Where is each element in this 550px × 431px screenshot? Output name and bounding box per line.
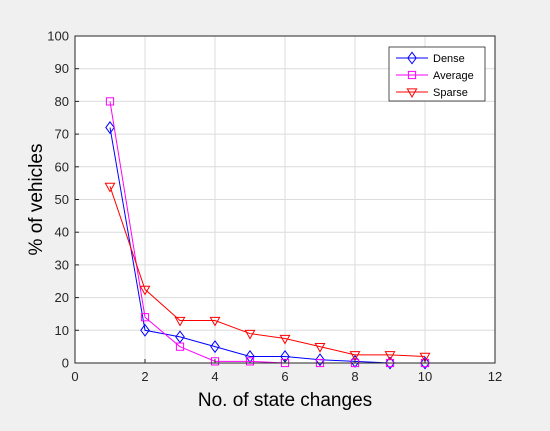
average-data-point bbox=[175, 342, 185, 351]
sparse-data-point bbox=[349, 351, 361, 361]
legend: Dense Average Sparse bbox=[388, 46, 486, 102]
dense-data-point bbox=[385, 356, 395, 370]
y-tick-label: 80 bbox=[55, 94, 69, 109]
x-tick-label: 12 bbox=[488, 369, 502, 384]
x-tick-label: 10 bbox=[418, 369, 432, 384]
dense-data-point bbox=[420, 356, 430, 370]
sparse-legend-marker bbox=[406, 88, 418, 99]
dense-series-line bbox=[109, 127, 425, 364]
x-tick-label: 8 bbox=[351, 369, 358, 384]
dense-legend-label: Dense bbox=[433, 53, 465, 65]
x-tick-label: 6 bbox=[281, 369, 288, 384]
dense-data-point bbox=[245, 349, 255, 363]
y-axis-label: % of vehicles bbox=[26, 144, 47, 256]
grid-layer bbox=[75, 36, 495, 363]
average-data-point bbox=[105, 97, 115, 106]
dense-legend-marker bbox=[407, 51, 417, 65]
y-tick-label: 50 bbox=[55, 192, 69, 207]
dense-data-point bbox=[315, 353, 325, 367]
sparse-series-line bbox=[109, 186, 426, 357]
y-tick-label: 90 bbox=[55, 61, 69, 76]
dense-data-point bbox=[105, 121, 115, 135]
sparse-data-point bbox=[174, 316, 186, 327]
average-data-point bbox=[210, 357, 220, 366]
y-tick-label: 100 bbox=[47, 29, 69, 44]
x-tick-label: 0 bbox=[71, 369, 78, 384]
x-axis-label: No. of state changes bbox=[198, 390, 372, 411]
y-tick-label: 30 bbox=[55, 257, 69, 272]
x-tick-label: 2 bbox=[141, 369, 148, 384]
sparse-data-point bbox=[384, 351, 396, 361]
sparse-data-point bbox=[419, 352, 431, 363]
sparse-legend-label: Sparse bbox=[433, 87, 468, 99]
y-tick-label: 40 bbox=[55, 225, 69, 240]
dense-data-point bbox=[175, 330, 185, 344]
y-tick-label: 10 bbox=[55, 323, 69, 338]
y-tick-label: 60 bbox=[55, 159, 69, 174]
sparse-data-point bbox=[104, 182, 116, 193]
y-tick-label: 20 bbox=[55, 290, 69, 305]
x-tick-label: 4 bbox=[211, 369, 218, 384]
average-data-point bbox=[140, 313, 150, 322]
average-legend-label: Average bbox=[433, 70, 474, 82]
average-data-point bbox=[245, 357, 255, 366]
sparse-data-point bbox=[139, 285, 151, 296]
average-legend-marker bbox=[407, 70, 417, 80]
tick-layer: 0 2 4 6 8 10 12 0 10 20 30 40 50 60 70 80 90 100 bbox=[47, 29, 502, 385]
y-tick-label: 70 bbox=[55, 127, 69, 142]
sparse-data-point bbox=[209, 316, 221, 327]
dense-data-point bbox=[140, 323, 150, 337]
sparse-data-point bbox=[314, 343, 326, 353]
dense-data-point bbox=[210, 340, 220, 354]
sparse-data-point bbox=[279, 334, 291, 345]
sparse-data-point bbox=[244, 329, 256, 340]
y-tick-label: 0 bbox=[62, 356, 69, 371]
